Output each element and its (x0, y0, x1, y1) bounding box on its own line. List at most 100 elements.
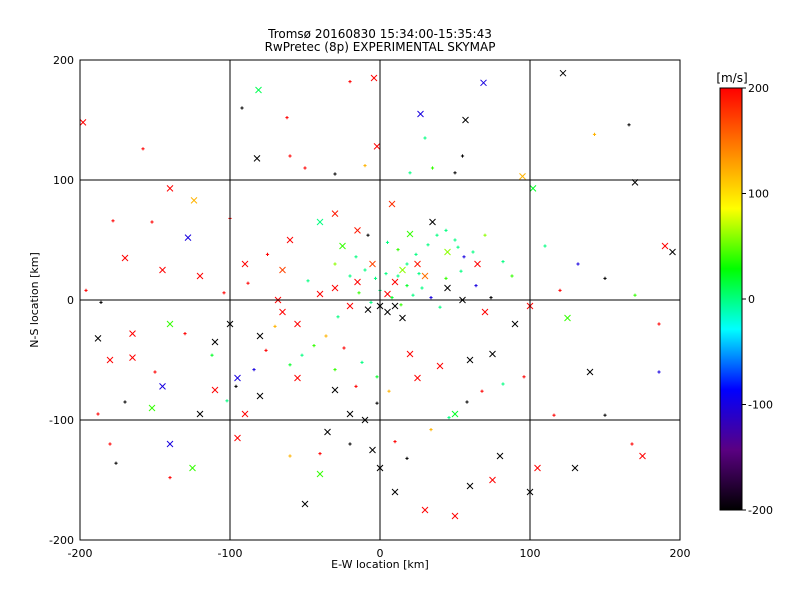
data-point-plus (465, 400, 469, 404)
data-point-x (519, 173, 526, 180)
data-point-plus (348, 442, 352, 446)
data-point-plus (342, 346, 346, 350)
data-point-plus (453, 171, 457, 175)
data-point-plus (522, 375, 526, 379)
data-point-plus (471, 250, 475, 254)
data-point-x (190, 197, 198, 204)
data-point-x (106, 356, 114, 364)
data-point-plus (300, 353, 304, 357)
data-point-x (331, 284, 339, 292)
data-point-plus (444, 276, 448, 280)
data-point-x (414, 374, 421, 382)
data-point-x (384, 290, 391, 298)
data-point-plus (460, 154, 465, 158)
data-point-x (571, 464, 579, 472)
data-point-plus (348, 274, 352, 278)
data-point-x (354, 278, 361, 286)
chart-title-line2: RwPretec (8p) EXPERIMENTAL SKYMAP (265, 40, 496, 54)
data-point-x (462, 116, 469, 124)
data-point-x (255, 86, 262, 94)
data-point-plus (453, 238, 457, 242)
data-point-plus (333, 262, 337, 266)
data-point-plus (408, 171, 412, 175)
data-point-plus (360, 360, 364, 364)
data-point-plus (430, 166, 435, 170)
colorbar-label: [m/s] (716, 71, 747, 85)
data-point-x (166, 440, 174, 448)
data-point-x (294, 374, 301, 382)
data-point-x (121, 254, 129, 262)
data-point-plus (306, 279, 310, 283)
data-point-plus (444, 228, 448, 232)
data-point-plus (369, 300, 373, 304)
data-point-plus (333, 368, 337, 372)
data-point-x (511, 320, 519, 328)
data-point-plus (114, 461, 118, 465)
data-point-x (256, 332, 264, 340)
y-tick-label: 200 (53, 54, 74, 67)
data-point-plus (435, 233, 439, 237)
colorbar-tick-label: -200 (748, 504, 773, 517)
data-point-plus (333, 172, 337, 176)
y-tick-label: 100 (53, 174, 74, 187)
data-point-x (279, 308, 286, 316)
x-tick-labels: -200 -100 0 100 200 (68, 547, 691, 560)
colorbar-ticks: 200 100 0 -100 -200 (742, 82, 773, 517)
data-point-x (564, 314, 571, 322)
data-point-plus (336, 315, 340, 319)
data-point-plus (393, 440, 397, 444)
data-point-plus (501, 260, 505, 264)
data-point-plus (357, 291, 361, 295)
data-point-x (529, 185, 537, 192)
data-point-plus (405, 284, 409, 288)
data-point-plus (459, 269, 463, 273)
data-point-x (241, 410, 249, 418)
data-point-x (253, 155, 261, 162)
data-point-x (534, 464, 541, 472)
data-point-plus (168, 476, 172, 480)
data-point-x (234, 434, 241, 442)
data-point-x (256, 392, 264, 400)
data-point-x (466, 356, 474, 364)
data-point-x (384, 308, 391, 316)
data-point-x (480, 79, 487, 87)
y-tick-label: 0 (67, 294, 74, 307)
data-point-x (166, 320, 174, 328)
data-point-plus (210, 353, 214, 357)
data-point-x (661, 242, 669, 250)
data-point-x (94, 335, 102, 342)
data-point-plus (456, 245, 460, 249)
x-tick-label: 200 (670, 547, 691, 560)
data-point-plus (630, 442, 634, 446)
data-point-plus (489, 296, 493, 300)
data-point-x (364, 306, 372, 313)
data-point-x (211, 338, 219, 346)
data-point-x (196, 272, 204, 280)
data-point-plus (474, 284, 478, 288)
data-point-x (481, 308, 489, 316)
data-point-x (279, 266, 286, 274)
data-point-plus (303, 166, 307, 170)
data-point-plus (592, 132, 597, 136)
data-point-plus (405, 456, 409, 460)
data-point-plus (373, 276, 378, 280)
data-point-plus (396, 248, 400, 252)
data-point-plus (288, 363, 292, 367)
data-point-plus (363, 268, 367, 272)
data-point-x (316, 290, 324, 298)
data-point-plus (265, 252, 270, 256)
x-tick-label: 0 (377, 547, 384, 560)
data-point-x (391, 278, 399, 286)
x-axis-label: E-W location [km] (331, 558, 429, 571)
data-point-x (436, 362, 444, 370)
data-point-plus (375, 375, 379, 379)
data-point-x (391, 302, 399, 310)
data-point-plus (633, 293, 637, 297)
data-point-x (399, 314, 406, 322)
data-point-plus (348, 80, 352, 84)
data-point-plus (405, 262, 409, 266)
data-point-plus (111, 219, 115, 223)
data-point-x (286, 236, 294, 244)
data-point-plus (558, 288, 562, 292)
